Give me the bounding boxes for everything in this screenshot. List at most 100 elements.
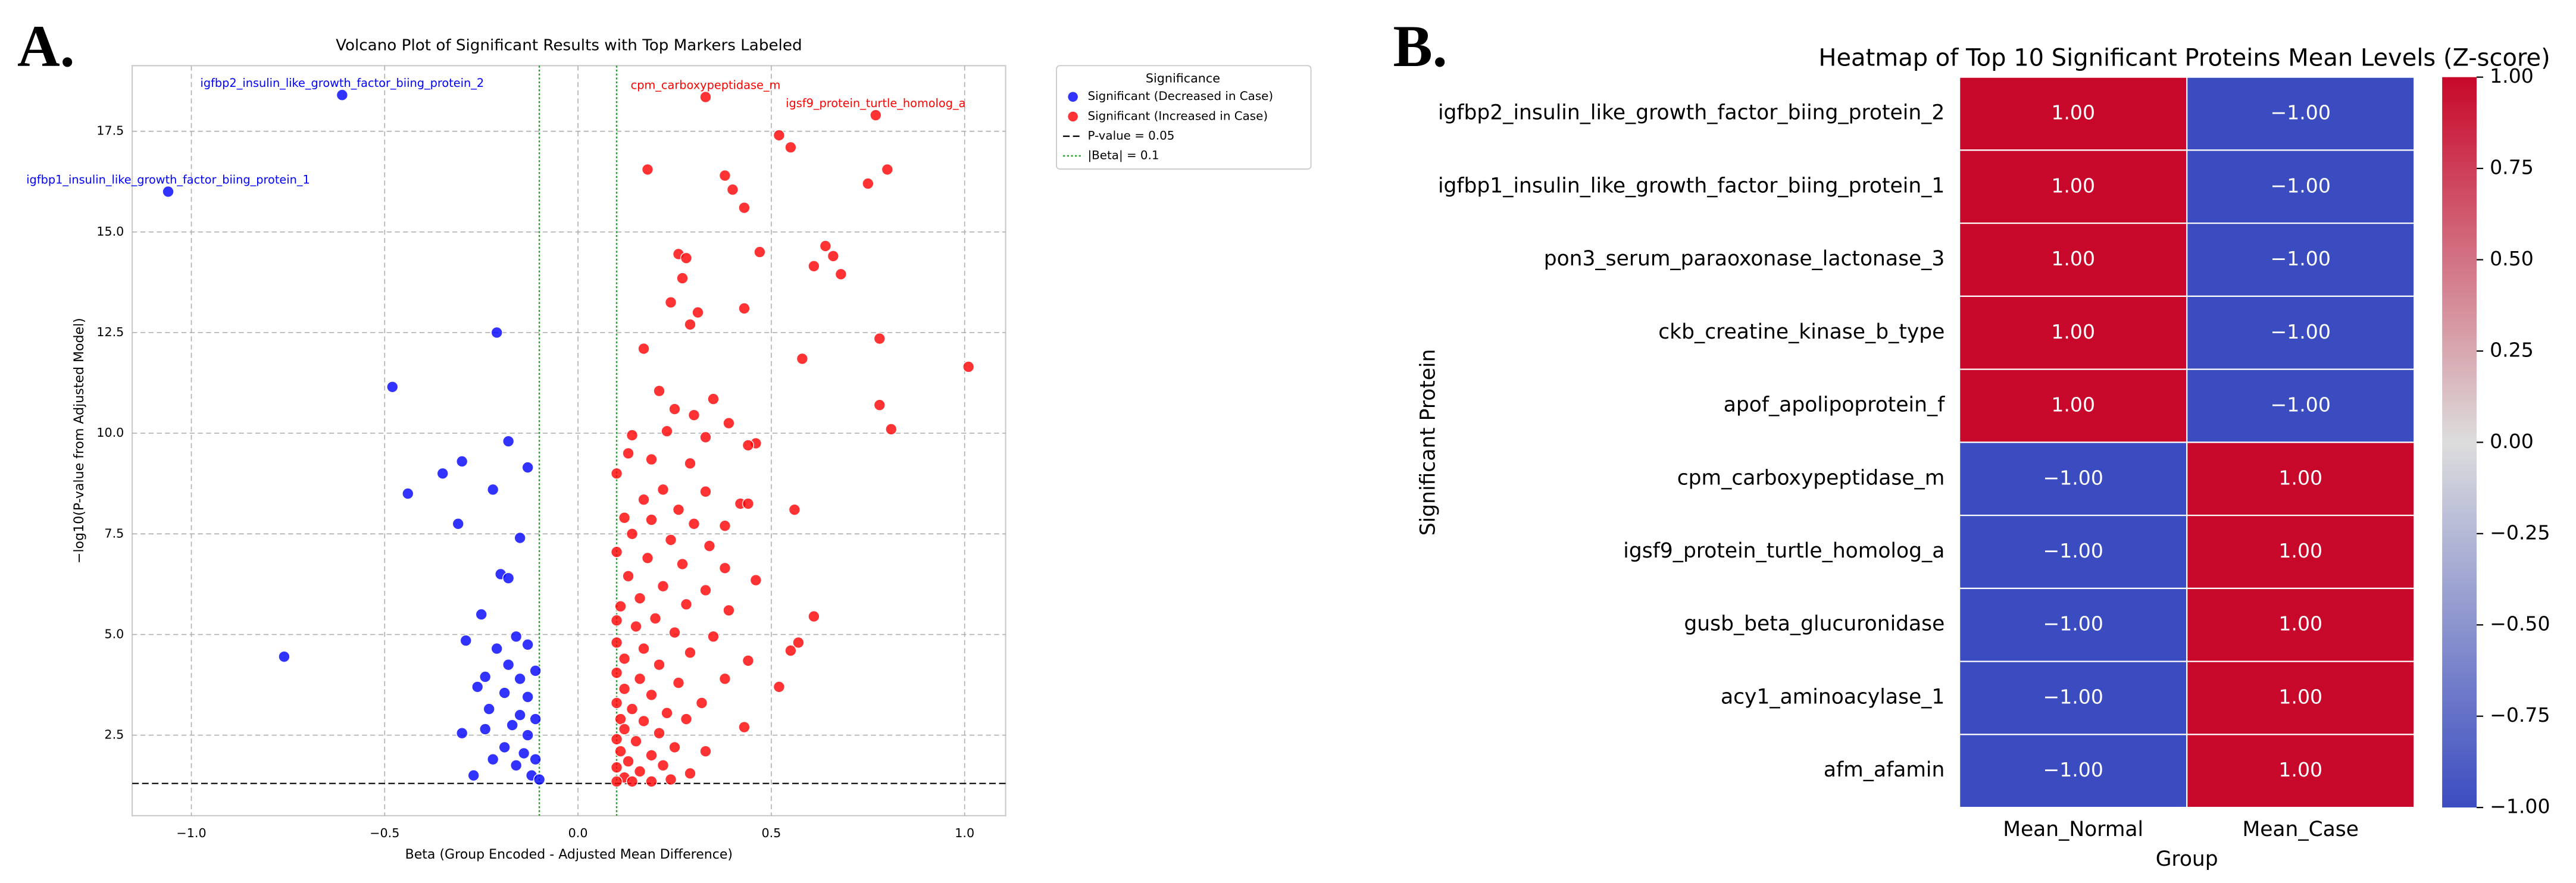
cell [1959,734,2188,809]
point [452,518,464,530]
cell-label: −1.00 [2271,101,2331,124]
point [656,483,670,496]
point [796,352,808,365]
legend-label: P-value = 0.05 [1087,129,1174,142]
x-axis-label: Beta (Group Encoded - Adjusted Mean Diff… [405,847,733,862]
point [521,461,534,474]
x-tick-label: −0.5 [370,826,399,840]
point [699,745,712,757]
cell [1959,368,2188,443]
row-label: igfbp1_insulin_like_growth_factor_biing_… [1438,174,1944,198]
cell [2186,515,2415,589]
annotation: igfbp1_insulin_like_growth_factor_biing_… [26,173,310,186]
colorbar-tick-label: −0.50 [2490,612,2550,635]
point [676,558,689,571]
point [784,141,797,154]
point [834,268,847,280]
point [664,296,677,309]
point [718,519,731,532]
point [630,735,642,747]
point [742,655,754,667]
point [792,636,805,649]
point [664,773,677,786]
cell-label: −1.00 [2271,393,2331,417]
cell [2186,368,2415,443]
point [661,425,673,437]
cell [1959,295,2188,370]
point [718,562,731,574]
point [699,91,712,104]
cell-label: −1.00 [2043,685,2103,708]
point [510,630,523,643]
point [742,497,754,510]
row-label: cpm_carboxypeptidase_m [1677,466,1945,490]
point [533,773,546,786]
point [668,403,681,415]
x-tick-label: 1.0 [955,826,974,840]
colorbar-tick-label: 0.00 [2490,430,2534,453]
x-tick-label: 0.0 [568,826,588,840]
point [514,531,526,544]
column-label: Mean_Case [2242,818,2359,841]
cell [2186,295,2415,370]
point [490,326,503,339]
point [633,765,646,778]
y-tick-label: 15.0 [96,224,124,239]
point [633,672,646,685]
point [487,483,499,496]
point [610,775,623,788]
point [808,610,820,623]
point [680,252,693,264]
point [808,260,820,273]
point [626,703,639,715]
point [653,384,665,397]
point [490,643,503,655]
point [661,707,673,719]
point [718,672,731,685]
legend-label: |Beta| = 0.1 [1087,149,1159,162]
point [521,691,534,703]
point [402,487,414,500]
point [618,652,631,665]
point [529,665,542,677]
cell-label: 1.00 [2051,320,2095,343]
point [479,671,492,683]
point [873,399,886,411]
legend-label: Significant (Decreased in Case) [1087,89,1273,103]
point [614,713,627,725]
point [614,600,627,613]
point [692,306,704,319]
point [684,457,696,469]
y-tick-label: 7.5 [104,526,124,540]
cell [1959,587,2188,662]
point [614,745,627,757]
point [529,713,542,725]
point [456,455,468,468]
point [723,417,735,430]
annotation: igsf9_protein_turtle_homolog_a [786,96,965,110]
cell [1959,223,2188,297]
point [707,393,720,405]
point [529,753,542,766]
legend-label: Significant (Increased in Case) [1087,109,1268,123]
point [610,666,623,679]
point [637,342,650,355]
point [278,650,290,663]
point [788,503,801,516]
point [502,572,515,584]
point [738,302,751,315]
cell-label: −1.00 [2043,758,2103,781]
point [819,240,831,252]
point [684,767,696,779]
cell-label: −1.00 [2043,612,2103,635]
point [637,493,650,506]
row-label: afm_afamin [1824,758,1944,782]
cell-label: −1.00 [2271,247,2331,270]
colorbar-tick-label: 0.25 [2490,338,2534,361]
y-axis-label: Significant Protein [1417,349,1440,536]
point [471,681,484,693]
point [699,431,712,443]
point [456,727,468,740]
x-axis-label: Group [2156,847,2218,871]
